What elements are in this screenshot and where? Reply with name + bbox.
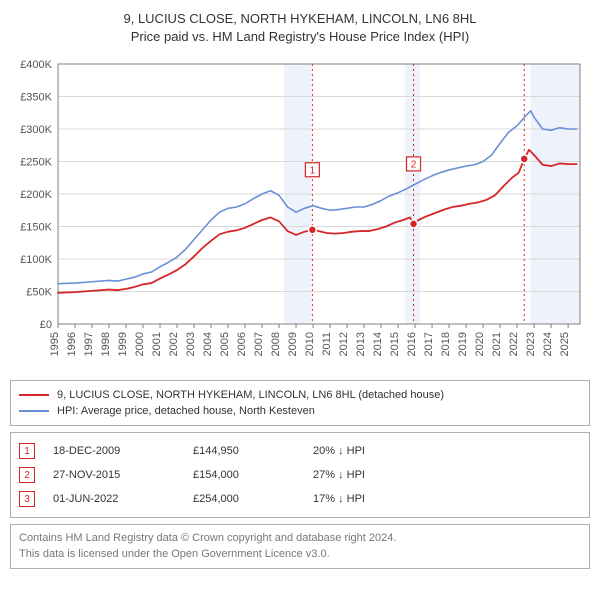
svg-text:2006: 2006 [236, 332, 248, 356]
sale-marker: 1 [19, 443, 35, 459]
sale-row: 3 01-JUN-2022£254,00017% ↓ HPI [19, 487, 581, 511]
svg-text:2018: 2018 [440, 332, 452, 356]
svg-text:2010: 2010 [304, 332, 316, 356]
svg-text:2004: 2004 [202, 332, 214, 356]
sale-price: £154,000 [193, 469, 313, 481]
svg-text:£300K: £300K [20, 124, 52, 136]
title-subtitle: Price paid vs. HM Land Registry's House … [10, 28, 590, 46]
sales-table: 1 18-DEC-2009£144,95020% ↓ HPI 2 27-NOV-201… [10, 432, 590, 518]
svg-text:2017: 2017 [423, 332, 435, 356]
title-address: 9, LUCIUS CLOSE, NORTH HYKEHAM, LINCOLN,… [10, 10, 590, 28]
legend-label: HPI: Average price, detached house, Nort… [57, 405, 315, 417]
legend-swatch [19, 394, 49, 396]
svg-text:£0: £0 [40, 319, 52, 331]
svg-text:1999: 1999 [117, 332, 129, 356]
chart-container: 9, LUCIUS CLOSE, NORTH HYKEHAM, LINCOLN,… [10, 10, 590, 569]
svg-text:1998: 1998 [100, 332, 112, 356]
chart-svg: £0 £50K £100K £150K £200K £250K £300K £350K £400… [10, 54, 590, 374]
sale-price: £144,950 [193, 445, 313, 457]
svg-text:1996: 1996 [66, 332, 78, 356]
sale-price: £254,000 [193, 493, 313, 505]
svg-text:2013: 2013 [355, 332, 367, 356]
svg-text:2014: 2014 [372, 332, 384, 356]
svg-text:2020: 2020 [474, 332, 486, 356]
svg-text:2015: 2015 [389, 332, 401, 356]
attribution: Contains HM Land Registry data © Crown c… [10, 524, 590, 569]
svg-text:2008: 2008 [270, 332, 282, 356]
plot-area: £0 £50K £100K £150K £200K £250K £300K £350K £400… [10, 54, 590, 374]
attribution-line2: This data is licensed under the Open Gov… [19, 547, 581, 562]
svg-text:2009: 2009 [287, 332, 299, 356]
svg-text:2019: 2019 [457, 332, 469, 356]
svg-text:£250K: £250K [20, 157, 52, 169]
svg-text:2023: 2023 [525, 332, 537, 356]
sale-delta: 17% ↓ HPI [313, 493, 581, 505]
sale-date: 18-DEC-2009 [53, 445, 193, 457]
svg-text:2000: 2000 [134, 332, 146, 356]
svg-text:2003: 2003 [185, 332, 197, 356]
legend-item: 9, LUCIUS CLOSE, NORTH HYKEHAM, LINCOLN,… [19, 387, 581, 403]
svg-text:2: 2 [411, 160, 417, 171]
svg-text:2002: 2002 [168, 332, 180, 356]
svg-text:£50K: £50K [26, 287, 52, 299]
svg-text:£200K: £200K [20, 189, 52, 201]
svg-text:2011: 2011 [321, 332, 333, 356]
svg-text:£350K: £350K [20, 92, 52, 104]
title-block: 9, LUCIUS CLOSE, NORTH HYKEHAM, LINCOLN,… [10, 10, 590, 46]
svg-text:2021: 2021 [491, 332, 503, 356]
sale-marker: 3 [19, 491, 35, 507]
svg-text:2007: 2007 [253, 332, 265, 356]
svg-text:2016: 2016 [406, 332, 418, 356]
attribution-line1: Contains HM Land Registry data © Crown c… [19, 531, 581, 546]
legend-item: HPI: Average price, detached house, Nort… [19, 403, 581, 419]
legend: 9, LUCIUS CLOSE, NORTH HYKEHAM, LINCOLN,… [10, 380, 590, 426]
svg-text:2022: 2022 [508, 332, 520, 356]
svg-text:1: 1 [310, 166, 316, 177]
svg-text:1995: 1995 [49, 332, 61, 356]
svg-text:£150K: £150K [20, 222, 52, 234]
sale-row: 1 18-DEC-2009£144,95020% ↓ HPI [19, 439, 581, 463]
sale-delta: 20% ↓ HPI [313, 445, 581, 457]
svg-text:2001: 2001 [151, 332, 163, 356]
sale-marker: 2 [19, 467, 35, 483]
sale-date: 27-NOV-2015 [53, 469, 193, 481]
sale-delta: 27% ↓ HPI [313, 469, 581, 481]
svg-text:1997: 1997 [83, 332, 95, 356]
svg-text:2025: 2025 [559, 332, 571, 356]
svg-text:2012: 2012 [338, 332, 350, 356]
svg-text:2024: 2024 [542, 332, 554, 356]
sale-row: 2 27-NOV-2015£154,00027% ↓ HPI [19, 463, 581, 487]
legend-swatch [19, 410, 49, 412]
svg-text:2005: 2005 [219, 332, 231, 356]
svg-text:£400K: £400K [20, 59, 52, 71]
legend-label: 9, LUCIUS CLOSE, NORTH HYKEHAM, LINCOLN,… [57, 389, 444, 401]
svg-text:£100K: £100K [20, 254, 52, 266]
sale-date: 01-JUN-2022 [53, 493, 193, 505]
